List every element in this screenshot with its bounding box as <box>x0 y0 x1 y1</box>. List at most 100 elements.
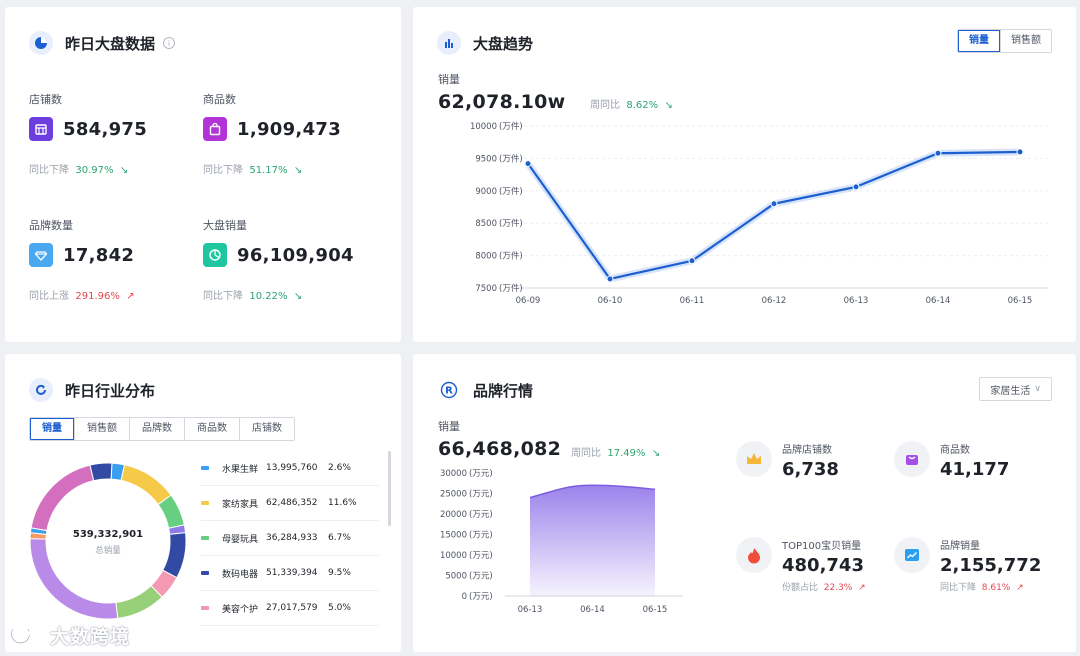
trend-card: 大盘趋势 销量 销售额 销量 62,078.10w 周同比 8.62% ↘ 75… <box>413 7 1076 342</box>
y-tick-unit: (万件) <box>499 121 523 132</box>
legend-item[interactable]: 数码电器 51,339,394 9.5% <box>201 556 379 591</box>
stat-brand-count: 品牌数量 17,842 同比上涨 291.96% ↗ <box>29 217 135 302</box>
y-tick-label: 15000 <box>440 531 467 541</box>
y-tick-label: 8500 <box>475 219 497 229</box>
watermark-text: 大数跨境 <box>50 626 131 648</box>
info-icon[interactable]: i <box>163 37 176 49</box>
watermark-logo-icon <box>10 627 48 644</box>
y-tick-label: 20000 <box>440 510 467 520</box>
wow-value: 8.62% <box>626 100 659 111</box>
kpi-sub: 同比下降 8.61% ↗ <box>940 580 1041 593</box>
legend-pct: 6.7% <box>328 533 351 543</box>
category-dropdown[interactable]: 家居生活 ∨ <box>979 377 1052 401</box>
legend-pct: 11.6% <box>328 498 357 508</box>
compare-value: 51.17% <box>249 165 288 176</box>
crown-icon <box>736 441 772 477</box>
legend-name: 家纺家具 <box>222 499 259 510</box>
legend-pct: 5.0% <box>328 603 351 613</box>
x-tick-label: 06-15 <box>1008 296 1033 306</box>
compare-label: 同比下降 <box>203 165 243 176</box>
y-tick-label: 30000 <box>440 469 467 479</box>
bag-icon <box>203 117 227 141</box>
x-tick-label: 06-11 <box>680 296 705 306</box>
y-tick-unit: (万件) <box>499 251 523 262</box>
data-point <box>606 275 614 283</box>
stat-label: 店铺数 <box>29 93 62 106</box>
brand-title: 品牌行情 <box>473 381 534 400</box>
tab-store-count[interactable]: 店铺数 <box>239 418 294 440</box>
y-tick-label: 9000 <box>475 187 497 197</box>
kpi-brand-stores: 品牌店铺数 6,738 <box>736 441 839 480</box>
diamond-icon <box>29 243 53 267</box>
tab-sales-volume[interactable]: 销量 <box>958 30 1000 52</box>
legend-item[interactable]: 美容个护 27,017,579 5.0% <box>201 591 379 626</box>
dropdown-value: 家居生活 <box>990 385 1031 397</box>
store-icon <box>29 117 53 141</box>
donut-segment-extra <box>89 462 113 482</box>
data-point <box>934 149 942 157</box>
industry-title: 昨日行业分布 <box>65 381 156 400</box>
y-tick-unit: (万件) <box>499 153 523 164</box>
legend-item[interactable]: 母婴玩具 36,284,933 6.7% <box>201 521 379 556</box>
kpi-brand-sales: 品牌销量 2,155,772 同比下降 8.61% ↗ <box>894 537 1041 593</box>
legend-value: 62,486,352 <box>266 498 318 508</box>
kpi-sub-value: 8.61% <box>981 583 1011 593</box>
stat-compare: 同比下降 51.17% ↘ <box>203 161 341 176</box>
overview-card: 昨日大盘数据 i 店铺数 584,975 同比下降 30.97% ↘ 商品数 1… <box>5 7 401 342</box>
industry-legend: 水果生鲜 13,995,760 2.6% 家纺家具 62,486,352 11.6% 母… <box>201 451 379 626</box>
y-tick-unit: (万件) <box>499 218 523 229</box>
data-point <box>688 257 696 265</box>
tab-brand-count[interactable]: 品牌数 <box>129 418 184 440</box>
stat-value: 584,975 <box>63 118 148 140</box>
kpi-sub-value: 22.3% <box>823 583 853 593</box>
data-point <box>1016 148 1024 156</box>
legend-item[interactable]: 家纺家具 62,486,352 11.6% <box>201 486 379 521</box>
y-tick-label: 5000 <box>445 572 467 582</box>
compare-value: 30.97% <box>75 165 114 176</box>
pie-chart-icon <box>29 31 53 55</box>
tab-product-count[interactable]: 商品数 <box>184 418 239 440</box>
stat-compare: 同比上涨 291.96% ↗ <box>29 287 135 302</box>
y-tick-label: 10000 <box>470 122 497 132</box>
bar-chart-icon <box>437 31 461 55</box>
industry-donut-chart: 539,332,901 总销量 <box>29 462 187 620</box>
y-tick-unit: (万元) <box>469 510 493 520</box>
y-tick-unit: (万元) <box>469 592 493 602</box>
kpi-label: 商品数 <box>940 445 970 456</box>
trend-title: 大盘趋势 <box>473 34 534 53</box>
tab-sales-volume[interactable]: 销量 <box>30 418 74 440</box>
watermark: 大数跨境 <box>10 622 130 649</box>
y-tick-label: 10000 <box>440 551 467 561</box>
tab-sales-amount[interactable]: 销售额 <box>74 418 129 440</box>
stat-market-sales: 大盘销量 96,109,904 同比下降 10.22% ↘ <box>203 217 354 302</box>
x-tick-label: 06-09 <box>516 296 541 306</box>
donut-segment-3 <box>162 532 187 579</box>
y-tick-unit: (万元) <box>469 572 493 582</box>
kpi-top100-sales: TOP100宝贝销量 480,743 份额占比 22.3% ↗ <box>736 537 866 593</box>
brand-wow: 周同比 17.49% ↘ <box>571 444 660 459</box>
trend-line-chart: 7500 (万件)8000 (万件)8500 (万件)9000 (万件)9500 (万件)… <box>470 121 1048 306</box>
wow-label: 周同比 <box>590 100 620 111</box>
brand-area-chart: 0 (万元)5000 (万元)10000 (万元)15000 (万元)20000 (万元)… <box>440 469 683 615</box>
kpi-sub-label: 同比下降 <box>940 583 977 593</box>
legend-pct: 9.5% <box>328 568 351 578</box>
x-tick-label: 06-15 <box>643 605 668 615</box>
y-tick-label: 25000 <box>440 490 467 500</box>
legend-swatch <box>201 536 209 540</box>
y-tick-unit: (万元) <box>469 490 493 500</box>
legend-value: 36,284,933 <box>266 533 318 543</box>
y-tick-unit: (万元) <box>469 469 493 479</box>
data-point <box>770 200 778 208</box>
y-tick-label: 9500 <box>475 154 497 164</box>
donut-total-value: 539,332,901 <box>73 529 143 540</box>
legend-item[interactable]: 水果生鲜 13,995,760 2.6% <box>201 451 379 486</box>
legend-scrollbar[interactable] <box>388 451 391 526</box>
svg-text:R: R <box>445 386 453 397</box>
arrow-down-icon: ↘ <box>651 448 661 459</box>
stat-label: 商品数 <box>203 93 236 106</box>
overview-header: 昨日大盘数据 i <box>29 31 176 55</box>
chevron-down-icon: ∨ <box>1034 384 1041 394</box>
tab-sales-amount[interactable]: 销售额 <box>1000 30 1051 52</box>
x-tick-label: 06-13 <box>518 605 543 615</box>
arrow-down-icon: ↘ <box>293 165 303 176</box>
